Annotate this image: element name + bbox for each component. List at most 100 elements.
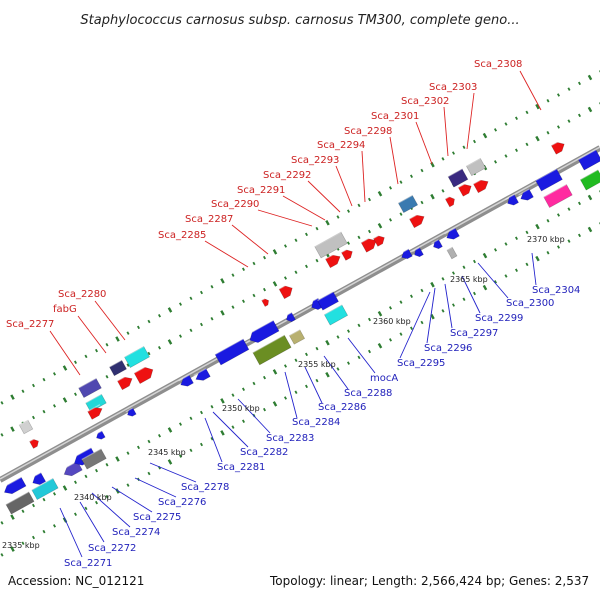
gene-label-sca-2304[interactable]: Sca_2304	[532, 285, 580, 296]
gene-label-sca-2275[interactable]: Sca_2275	[133, 512, 181, 523]
tick-mark	[430, 193, 435, 200]
tick-mark	[52, 524, 57, 528]
gene-label-sca-2288[interactable]: Sca_2288	[344, 388, 392, 399]
tick-mark	[482, 284, 488, 291]
gene-feature-shine	[289, 329, 301, 337]
tick-mark	[388, 218, 393, 222]
kbp-label-2355: 2355 kbp	[298, 360, 336, 369]
tick-mark	[325, 340, 330, 346]
leader-line	[361, 150, 366, 203]
gene-label-sca-2295[interactable]: Sca_2295	[397, 358, 445, 369]
gene-feature	[85, 393, 107, 413]
gene-label-sca-2272[interactable]: Sca_2272	[88, 543, 136, 554]
gene-label-sca-2308[interactable]: Sca_2308	[474, 59, 522, 70]
gene-feature	[18, 419, 34, 435]
gene-label-sca-2274[interactable]: Sca_2274	[112, 527, 160, 538]
tick-mark	[126, 451, 130, 455]
gene-feature-shine	[178, 374, 190, 382]
gene-label-moca[interactable]: mocA	[370, 373, 398, 384]
tick-mark	[136, 445, 141, 450]
leader-line	[59, 507, 83, 558]
gene-label-sca-2285[interactable]: Sca_2285	[158, 230, 206, 241]
gene-label-sca-2300[interactable]: Sca_2300	[506, 298, 554, 309]
gene-feature	[520, 188, 534, 201]
gene-label-sca-2292[interactable]: Sca_2292	[263, 170, 311, 181]
leader-line	[477, 262, 509, 299]
gene-feature	[5, 491, 35, 515]
gene-label-sca-2280[interactable]: Sca_2280	[58, 289, 106, 300]
tick-mark	[514, 268, 519, 272]
tick-mark	[115, 456, 120, 462]
tick-mark	[367, 317, 372, 322]
gene-feature-shine	[18, 419, 29, 426]
gene-label-sca-2283[interactable]: Sca_2283	[266, 433, 314, 444]
tick-mark	[31, 383, 36, 388]
gene-label-sca-2301[interactable]: Sca_2301	[371, 111, 419, 122]
gene-feature	[133, 366, 154, 385]
tick-mark	[325, 372, 330, 378]
gene-label-sca-2302[interactable]: Sca_2302	[401, 96, 449, 107]
tick-mark	[546, 251, 550, 255]
gene-feature	[325, 254, 341, 269]
tick-mark	[504, 154, 508, 158]
tick-mark	[241, 419, 246, 424]
gene-feature-shine	[30, 472, 42, 480]
tick-mark	[231, 305, 235, 309]
gene-feature-shine	[398, 194, 413, 204]
tick-mark	[409, 294, 414, 299]
gene-feature-shine	[535, 168, 557, 182]
gene-label-sca-2303[interactable]: Sca_2303	[429, 82, 477, 93]
gene-label-sca-2287[interactable]: Sca_2287	[185, 214, 233, 225]
tick-mark	[587, 226, 593, 233]
gene-label-sca-2293[interactable]: Sca_2293	[291, 155, 339, 166]
gene-feature-shine	[314, 231, 342, 248]
gene-feature-shine	[81, 448, 102, 461]
gene-feature	[78, 377, 102, 399]
gene-label-sca-2294[interactable]: Sca_2294	[317, 140, 365, 151]
tick-mark	[262, 287, 267, 292]
gene-label-sca-2290[interactable]: Sca_2290	[211, 199, 259, 210]
tick-mark	[556, 213, 561, 217]
gene-label-sca-2297[interactable]: Sca_2297	[450, 328, 498, 339]
gene-label-sca-2276[interactable]: Sca_2276	[158, 497, 206, 508]
tick-mark	[525, 110, 529, 115]
gene-label-sca-2296[interactable]: Sca_2296	[424, 343, 472, 354]
gene-label-sca-2299[interactable]: Sca_2299	[475, 313, 523, 324]
tick-mark	[73, 392, 78, 396]
gene-feature-shine	[518, 188, 530, 196]
gene-label-sca-2278[interactable]: Sca_2278	[181, 482, 229, 493]
gene-label-sca-2282[interactable]: Sca_2282	[240, 447, 288, 458]
kbp-label-2345: 2345 kbp	[148, 448, 186, 457]
gene-label-sca-2281[interactable]: Sca_2281	[217, 462, 265, 473]
tick-mark	[220, 278, 225, 284]
tick-mark	[377, 190, 383, 197]
tick-mark	[535, 135, 540, 142]
gene-feature	[180, 374, 194, 387]
tick-mark	[493, 280, 498, 284]
tick-mark	[178, 454, 183, 458]
gene-label-fabg[interactable]: fabG	[53, 304, 77, 315]
gene-feature	[447, 168, 469, 188]
gene-label-sca-2271[interactable]: Sca_2271	[64, 558, 112, 569]
tick-mark	[504, 122, 508, 126]
tick-mark	[482, 132, 488, 139]
kbp-label-2350: 2350 kbp	[222, 404, 260, 413]
tick-mark	[441, 309, 445, 313]
gene-feature-shine	[124, 345, 145, 358]
gene-label-sca-2286[interactable]: Sca_2286	[318, 402, 366, 413]
tick-mark	[357, 235, 361, 240]
tick-mark	[52, 492, 57, 496]
gene-label-sca-2298[interactable]: Sca_2298	[344, 126, 392, 137]
tick-mark	[147, 439, 151, 444]
gene-label-sca-2284[interactable]: Sca_2284	[292, 417, 340, 428]
tick-mark	[105, 343, 109, 347]
gene-feature-shine	[133, 363, 151, 374]
leader-line	[466, 92, 475, 150]
leader-line	[461, 275, 481, 314]
tick-mark	[73, 480, 78, 484]
gene-features	[1, 139, 600, 515]
gene-feature	[195, 368, 211, 381]
gene-label-sca-2277[interactable]: Sca_2277	[6, 319, 54, 330]
gene-label-sca-2291[interactable]: Sca_2291	[237, 185, 285, 196]
tick-mark	[567, 119, 571, 123]
